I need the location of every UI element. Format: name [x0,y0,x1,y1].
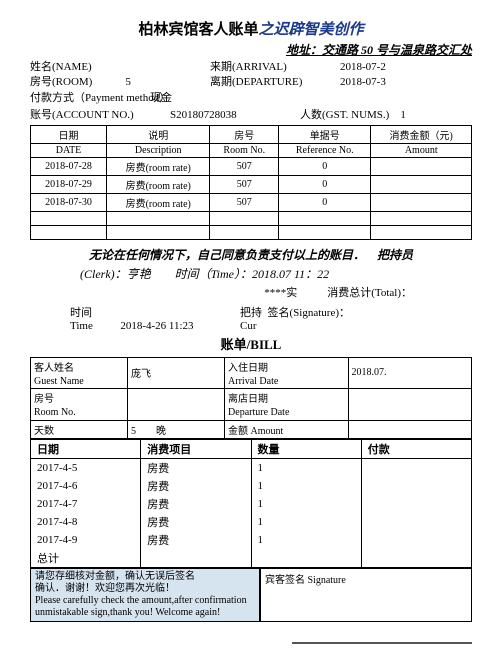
th-desc-cn: 说明 [107,125,210,143]
table-cell: 2018-07-28 [31,157,107,175]
table-cell: 1 [251,513,361,531]
table-cell: 房费 [141,513,251,531]
table-cell: 0 [279,193,371,211]
table-cell: 507 [210,157,279,175]
table-cell: 房费(room rate) [107,157,210,175]
hold2: 把持 [240,307,262,319]
room-label: 房号(ROOM) [30,76,92,88]
table-cell [371,193,472,211]
room-value: 5 [125,76,131,88]
table-cell: 2017-4-7 [31,495,141,513]
th-room-cn: 房号 [210,125,279,143]
th-date-en: DATE [31,143,107,157]
arrival2-value: 2018.07. [348,357,472,389]
clerk-line: (Clerk)：亨艳 时间（Time）：2018.07 11：22 [30,265,472,282]
account-label: 账号(ACCOUNT NO.) [30,109,134,121]
table-cell: 2017-4-9 [31,531,141,549]
departure-value: 2018-07-3 [340,75,472,90]
table-cell [361,513,471,531]
table-cell: 1 [251,477,361,495]
table-cell: 0 [279,157,371,175]
title-suffix: 之迟辟智美创作 [259,22,364,38]
table-cell: 房费 [141,531,251,549]
expense-table: 日期 消费项目 数量 付款 2017-4-5房费12017-4-6房费12017… [30,439,472,568]
time-block: 时间 把持 签名(Signature)： Time 2018-4-26 11:2… [30,304,472,332]
th-amt-en: Amount [371,143,472,157]
table-cell: 507 [210,175,279,193]
th-ref-en: Reference No. [279,143,371,157]
table-cell: 1 [251,495,361,513]
table-cell: 房费 [141,477,251,495]
table-cell: 房费 [141,495,251,513]
bill-info-table: 客人姓名 庞飞 入住日期 2018.07. Guest Name Arrival… [30,357,472,439]
th-room-en: Room No. [210,143,279,157]
table-cell: 房费(room rate) [107,175,210,193]
table-cell [371,175,472,193]
table-cell [361,531,471,549]
cur: Cur [240,320,472,332]
footer-rule [292,642,472,644]
table-cell: 2017-4-6 [31,477,141,495]
th-amt-cn: 消费金额（元) [371,125,472,143]
table-cell: 2018-07-29 [31,175,107,193]
table-cell: 1 [251,531,361,549]
signature-box: 宾客签名 Signature [260,568,472,622]
th-desc-en: Description [107,143,210,157]
hold-label: 把持员 [377,248,413,262]
guests-label: 人数(GST. NUMS.) [300,109,389,121]
declaration-line: 无论在任何情况下，自己同意负责支付以上的账目． 把持员 [30,246,472,263]
account-value: S20180728038 [170,108,300,123]
notice-row: 请您存细核对金额，确认无误后签名 确认．谢谢！欢迎您再次光临！ Please c… [30,568,472,622]
info-grid: 姓名(NAME) 来期(ARRIVAL) 2018-07-2 房号(ROOM) … [30,60,472,124]
title-row: 柏林宾馆客人账单之迟辟智美创作 [30,18,472,39]
title-main: 柏林宾馆客人账单 [138,22,258,38]
name-label: 姓名(NAME) [30,60,210,75]
guest-value: 庞飞 [128,357,225,389]
table-cell: 2017-4-8 [31,513,141,531]
th-date-cn: 日期 [31,125,107,143]
time-val: 2018-4-26 11:23 [120,320,193,332]
guests-value: 1 [400,109,406,121]
th-ref-cn: 单据号 [279,125,371,143]
table-cell: 1 [251,458,361,477]
total-line: ****实消费总计(Total)： [30,284,472,300]
sig-label2: 签名(Signature)： [268,307,350,319]
table-cell: 房费(room rate) [107,193,210,211]
table-cell [371,157,472,175]
table-cell: 2018-07-30 [31,193,107,211]
table-cell [361,458,471,477]
table-cell: 2017-4-5 [31,458,141,477]
table-cell [361,495,471,513]
notice-box: 请您存细核对金额，确认无误后签名 确认．谢谢！欢迎您再次光临！ Please c… [30,568,260,622]
time-cn: 时间 [70,304,240,320]
address-label: 地址： [286,43,322,57]
table-cell [361,477,471,495]
table-cell: 507 [210,193,279,211]
payment-value: 现金 [150,91,280,106]
bill-title: 账单/BILL [30,334,472,353]
table-cell: 0 [279,175,371,193]
departure-label: 离期(DEPARTURE) [210,76,302,88]
address-row: 地址：交通路 50 号与温泉路交汇处 [30,41,472,58]
arrival-value: 2018-07-2 [340,60,472,75]
table-cell: 房费 [141,458,251,477]
main-table: 日期 说明 房号 单据号 消费金额（元) DATE Description Ro… [30,125,472,240]
address-value: 交通路 50 号与温泉路交汇处 [322,43,472,57]
arrival-label: 来期(ARRIVAL) [210,61,287,73]
time-en: Time [70,320,93,332]
